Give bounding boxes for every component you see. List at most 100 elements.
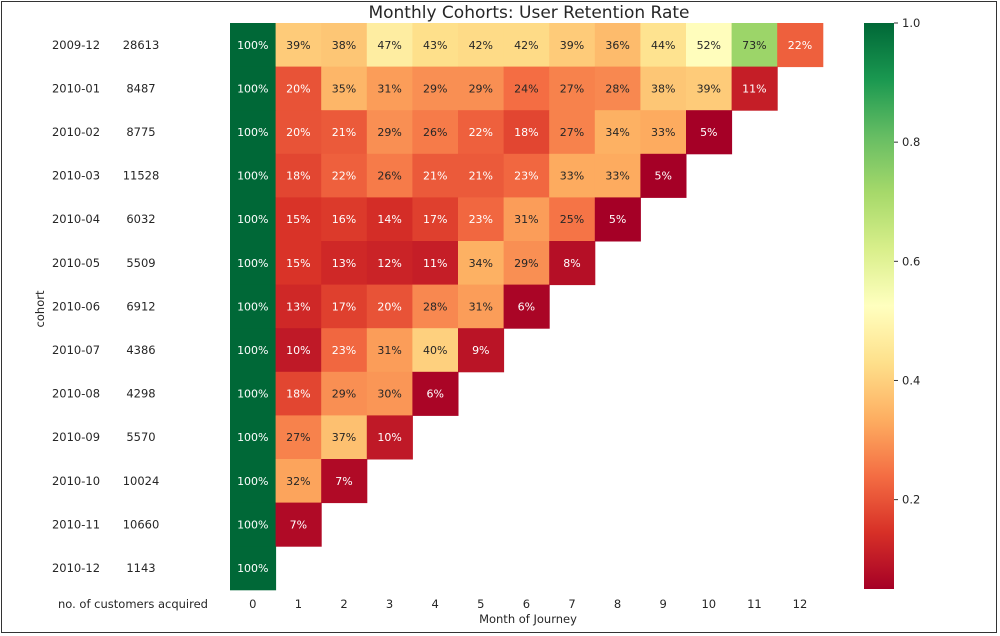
cell-value-label: 21% bbox=[332, 126, 356, 139]
heatmap-cell bbox=[594, 153, 641, 198]
cohort-tick-label: 2010-02 bbox=[52, 125, 100, 139]
cell-value-label: 27% bbox=[286, 431, 310, 444]
cell-value-label: 52% bbox=[697, 39, 721, 52]
x-tick-label: 9 bbox=[660, 597, 667, 611]
cell-value-label: 28% bbox=[423, 300, 447, 313]
cell-value-label: 18% bbox=[514, 126, 538, 139]
cell-value-label: 15% bbox=[286, 257, 310, 270]
x-tick-label: 5 bbox=[477, 597, 484, 611]
x-axis-label: Month of Journey bbox=[479, 612, 577, 626]
cell-value-label: 5% bbox=[654, 170, 671, 183]
x-tick-label: 7 bbox=[568, 597, 575, 611]
cell-value-label: 21% bbox=[423, 170, 447, 183]
cell-value-label: 31% bbox=[514, 213, 538, 226]
customers-acquired-value: 10024 bbox=[123, 474, 160, 488]
cell-value-label: 33% bbox=[605, 170, 629, 183]
cell-value-label: 22% bbox=[469, 126, 493, 139]
cell-value-label: 26% bbox=[423, 126, 447, 139]
cell-value-label: 26% bbox=[377, 170, 401, 183]
heatmap-cell bbox=[321, 23, 368, 68]
cell-value-label: 29% bbox=[423, 82, 447, 95]
heatmap-cell bbox=[594, 197, 641, 242]
cell-value-label: 44% bbox=[651, 39, 675, 52]
heatmap-cell bbox=[230, 110, 277, 155]
cell-value-label: 20% bbox=[286, 126, 310, 139]
x-tick-label: 6 bbox=[523, 597, 530, 611]
heatmap-cell bbox=[412, 23, 459, 68]
cell-value-label: 13% bbox=[286, 300, 310, 313]
cell-value-label: 10% bbox=[286, 344, 310, 357]
heatmap-cell bbox=[503, 110, 550, 155]
cell-value-label: 100% bbox=[237, 213, 268, 226]
heatmap-cell bbox=[275, 197, 322, 242]
cell-value-label: 73% bbox=[742, 39, 766, 52]
heatmap-cell bbox=[594, 66, 641, 111]
y-axis-label: cohort bbox=[33, 290, 47, 327]
heatmap-cell bbox=[412, 371, 459, 416]
heatmap-cell bbox=[412, 110, 459, 155]
cohort-tick-label: 2010-07 bbox=[52, 343, 100, 357]
cell-value-label: 100% bbox=[237, 82, 268, 95]
cell-value-label: 23% bbox=[332, 344, 356, 357]
heatmap-cell bbox=[366, 23, 413, 68]
cell-value-label: 39% bbox=[286, 39, 310, 52]
cell-value-label: 23% bbox=[514, 170, 538, 183]
heatmap-cell bbox=[686, 66, 733, 111]
cell-value-label: 24% bbox=[514, 82, 538, 95]
heatmap-cell bbox=[366, 415, 413, 460]
heatmap-cell bbox=[549, 66, 596, 111]
cell-value-label: 11% bbox=[423, 257, 447, 270]
cell-value-label: 20% bbox=[286, 82, 310, 95]
customers-acquired-value: 11528 bbox=[123, 169, 160, 183]
cell-value-label: 33% bbox=[560, 170, 584, 183]
heatmap-cell bbox=[275, 502, 322, 547]
cell-value-label: 31% bbox=[377, 82, 401, 95]
cell-value-label: 5% bbox=[700, 126, 717, 139]
heatmap-cell bbox=[412, 328, 459, 373]
cohort-tick-label: 2010-11 bbox=[52, 517, 100, 531]
heatmap-cell bbox=[458, 23, 505, 68]
cell-value-label: 29% bbox=[514, 257, 538, 270]
cell-value-label: 29% bbox=[332, 388, 356, 401]
colorbar-ticks: 0.2 0.4 0.6 0.8 1.0 bbox=[894, 16, 920, 507]
heatmap-cell bbox=[594, 23, 641, 68]
heatmap-cell bbox=[594, 110, 641, 155]
cell-value-label: 42% bbox=[514, 39, 538, 52]
cell-value-label: 33% bbox=[651, 126, 675, 139]
heatmap-cell bbox=[458, 241, 505, 286]
x-tick-label: 2 bbox=[340, 597, 347, 611]
cohort-tick-label: 2010-05 bbox=[52, 256, 100, 270]
heatmap-cell bbox=[275, 66, 322, 111]
heatmap-cell bbox=[230, 415, 277, 460]
cell-value-label: 37% bbox=[332, 431, 356, 444]
cell-value-label: 12% bbox=[377, 257, 401, 270]
heatmap-cell bbox=[321, 459, 368, 504]
cell-value-label: 13% bbox=[332, 257, 356, 270]
heatmap-cell bbox=[549, 153, 596, 198]
heatmap-cells: 100% 39% 38% 47% 43% 42% 42% 39% 36% 44% 52% 73% 22%… bbox=[230, 23, 824, 591]
x-tick-label: 3 bbox=[386, 597, 393, 611]
cell-value-label: 36% bbox=[605, 39, 629, 52]
x-tick-label: 0 bbox=[249, 597, 256, 611]
cell-value-label: 31% bbox=[469, 300, 493, 313]
colorbar bbox=[864, 23, 894, 589]
heatmap-cell bbox=[412, 153, 459, 198]
cohort-tick-label: 2010-01 bbox=[52, 81, 100, 95]
x-tick-label: 1 bbox=[295, 597, 302, 611]
heatmap-cell bbox=[366, 66, 413, 111]
heatmap-cell bbox=[366, 110, 413, 155]
cell-value-label: 21% bbox=[469, 170, 493, 183]
cell-value-label: 22% bbox=[788, 39, 812, 52]
customers-acquired-value: 4386 bbox=[126, 343, 155, 357]
cell-value-label: 100% bbox=[237, 39, 268, 52]
heatmap-cell bbox=[230, 284, 277, 329]
heatmap-cell bbox=[458, 284, 505, 329]
heatmap-cell bbox=[275, 371, 322, 416]
heatmap-cell bbox=[412, 284, 459, 329]
cell-value-label: 100% bbox=[237, 562, 268, 575]
colorbar-tick-label: 0.8 bbox=[902, 135, 920, 149]
cell-value-label: 8% bbox=[563, 257, 580, 270]
cell-value-label: 35% bbox=[332, 82, 356, 95]
customers-column-label: no. of customers acquired bbox=[58, 597, 208, 611]
